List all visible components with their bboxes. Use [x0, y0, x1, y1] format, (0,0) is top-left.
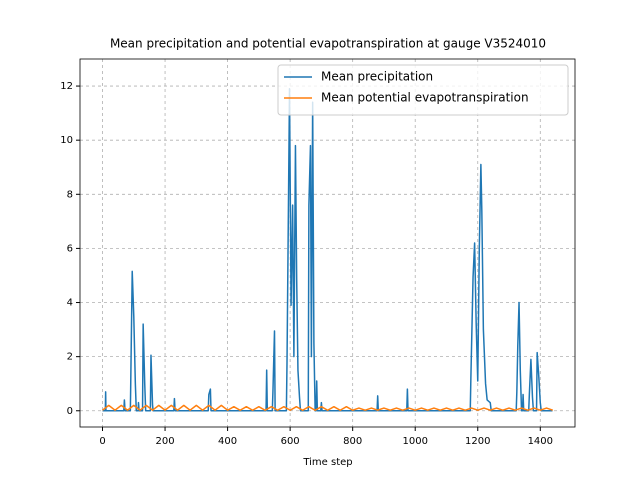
- x-tick-label: 1000: [402, 436, 427, 447]
- plot-frame: [79, 58, 576, 428]
- x-tick-label: 400: [218, 436, 237, 447]
- data-line: [102, 404, 554, 411]
- y-tick-label: 6: [67, 243, 73, 254]
- legend: Mean precipitation Mean potential evapotr…: [277, 64, 569, 116]
- x-tick-label: 1400: [528, 436, 553, 447]
- x-tick-label: 1200: [465, 436, 490, 447]
- legend-box: [277, 64, 569, 116]
- y-tick-label: 4: [67, 298, 73, 309]
- legend-label: Mean precipitation: [321, 70, 433, 84]
- x-tick-label: 200: [156, 436, 175, 447]
- x-tick-label: 0: [99, 436, 105, 447]
- y-tick-label: 0: [67, 406, 73, 417]
- y-tick-label: 10: [60, 135, 73, 146]
- y-tick-label: 12: [60, 81, 73, 92]
- data-line: [102, 88, 553, 412]
- x-axis-label: Time step: [302, 457, 352, 468]
- chart-title: Mean precipitation and potential evapotr…: [110, 37, 546, 51]
- x-tick-label: 600: [281, 436, 300, 447]
- legend-label: Mean potential evapotranspiration: [321, 91, 529, 105]
- y-tick-label: 2: [67, 352, 73, 363]
- y-tick-label: 8: [67, 189, 73, 200]
- x-tick-label: 800: [343, 436, 362, 447]
